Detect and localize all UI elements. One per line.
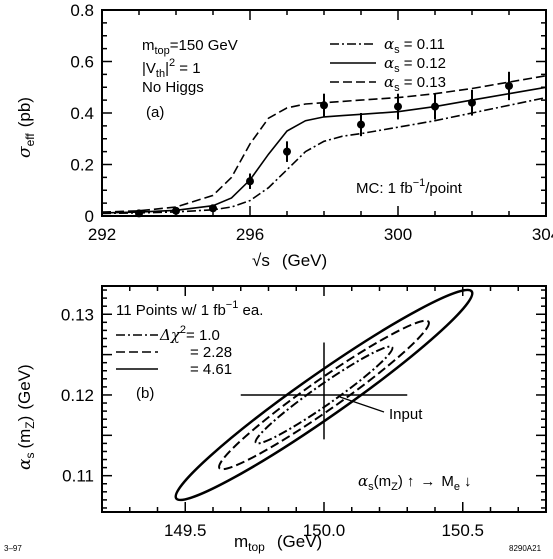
x-tick-label-a: 304 [532,225,553,244]
y-tick-label-a: 0.6 [70,53,94,72]
y-tick-label-b: 0.13 [61,305,94,324]
panel-a-xlabel: √s (GeV) [252,251,327,270]
panel-b-axes: 149.5 150.0 150.5 0.11 0.12 0.13 [61,286,547,540]
legend-a-label-1: αs = 0.12 [384,54,446,75]
data-point [283,147,291,156]
contour-dchi2-2.28 [218,319,430,471]
x-tick-label-a: 300 [384,225,412,244]
y-tick-label-a: 0.2 [70,156,94,175]
data-point [431,102,439,111]
contour-dchi2-4.61 [174,288,474,502]
panel-a: 292 296 300 304 0 0.2 0.4 0.6 0.8 mtop=150 GeV |… [15,1,553,270]
x-tick-label-b: 150.5 [441,521,484,540]
panel-b-label: (b) [136,385,154,402]
panel-a-label: (a) [146,104,164,121]
panel-b-ylabel: αs(mZ)(GeV) [15,364,37,470]
curve-alpha-0.12 [101,86,547,214]
panel-a-mc-text: MC: 1 fb−1/point [356,177,463,197]
x-tick-label-a: 296 [236,225,264,244]
data-point [209,204,217,213]
legend-a-label-2: αs = 0.13 [384,73,446,94]
panel-a-legend: αs = 0.11 αs = 0.12 αs = 0.13 [330,35,446,94]
panel-b-corner-text: αs(mZ) ↑ → Me ↓ [358,472,472,493]
panel-b-legend: Δχ2= 1.0 = 2.28 = 4.61 [116,324,232,378]
data-point [246,177,254,186]
data-point [394,102,402,111]
y-tick-label-a: 0.8 [70,1,94,20]
curve-alpha-0.11 [101,96,547,215]
x-tick-label-b: 150.0 [303,521,346,540]
data-point [172,206,180,215]
x-tick-label-a: 292 [88,225,116,244]
y-tick-label-a: 0 [85,207,94,226]
data-point [357,120,365,129]
data-point [468,98,476,107]
panel-b-crosshair [240,342,408,440]
curve-alpha-0.13 [101,74,547,213]
contour-dchi2-1 [254,345,394,445]
data-point [135,209,143,218]
legend-a-label-0: αs = 0.11 [384,35,445,56]
footer-left: 3–97 [4,544,22,553]
footer-right: 8290A21 [509,544,542,553]
x-tick-label-b: 149.5 [164,521,207,540]
panel-a-axes: 292 296 300 304 0 0.2 0.4 0.6 0.8 [70,1,553,244]
panel-a-data-points [135,71,513,218]
data-point [505,81,513,90]
y-tick-label-b: 0.12 [61,386,94,405]
y-tick-label-a: 0.4 [70,104,94,123]
panel-b-title-text: 11 Points w/ 1 fb−1 ea. [116,299,263,319]
panel-a-curves [101,74,547,215]
legend-b-label-1: = 2.28 [190,344,232,361]
legend-b-label-2: = 4.61 [190,361,232,378]
input-pointer-line [339,396,385,413]
legend-b-label-0: Δχ2= 1.0 [159,324,220,344]
panel-b-contours [174,288,474,502]
panel-a-vth-text: |Vth|2 = 1 [142,57,201,80]
panel-b: 149.5 150.0 150.5 0.11 0.12 0.13 11 Points w/… [15,285,547,554]
y-tick-label-b: 0.11 [62,467,94,486]
panel-b-xlabel: mtop (GeV) [234,532,322,554]
input-label: Input [389,406,423,423]
panel-a-higgs-text: No Higgs [142,79,204,96]
data-point [320,101,328,110]
panel-a-mtop-text: mtop=150 GeV [142,37,238,57]
panel-a-ylabel: σeff(pb) [15,97,37,158]
